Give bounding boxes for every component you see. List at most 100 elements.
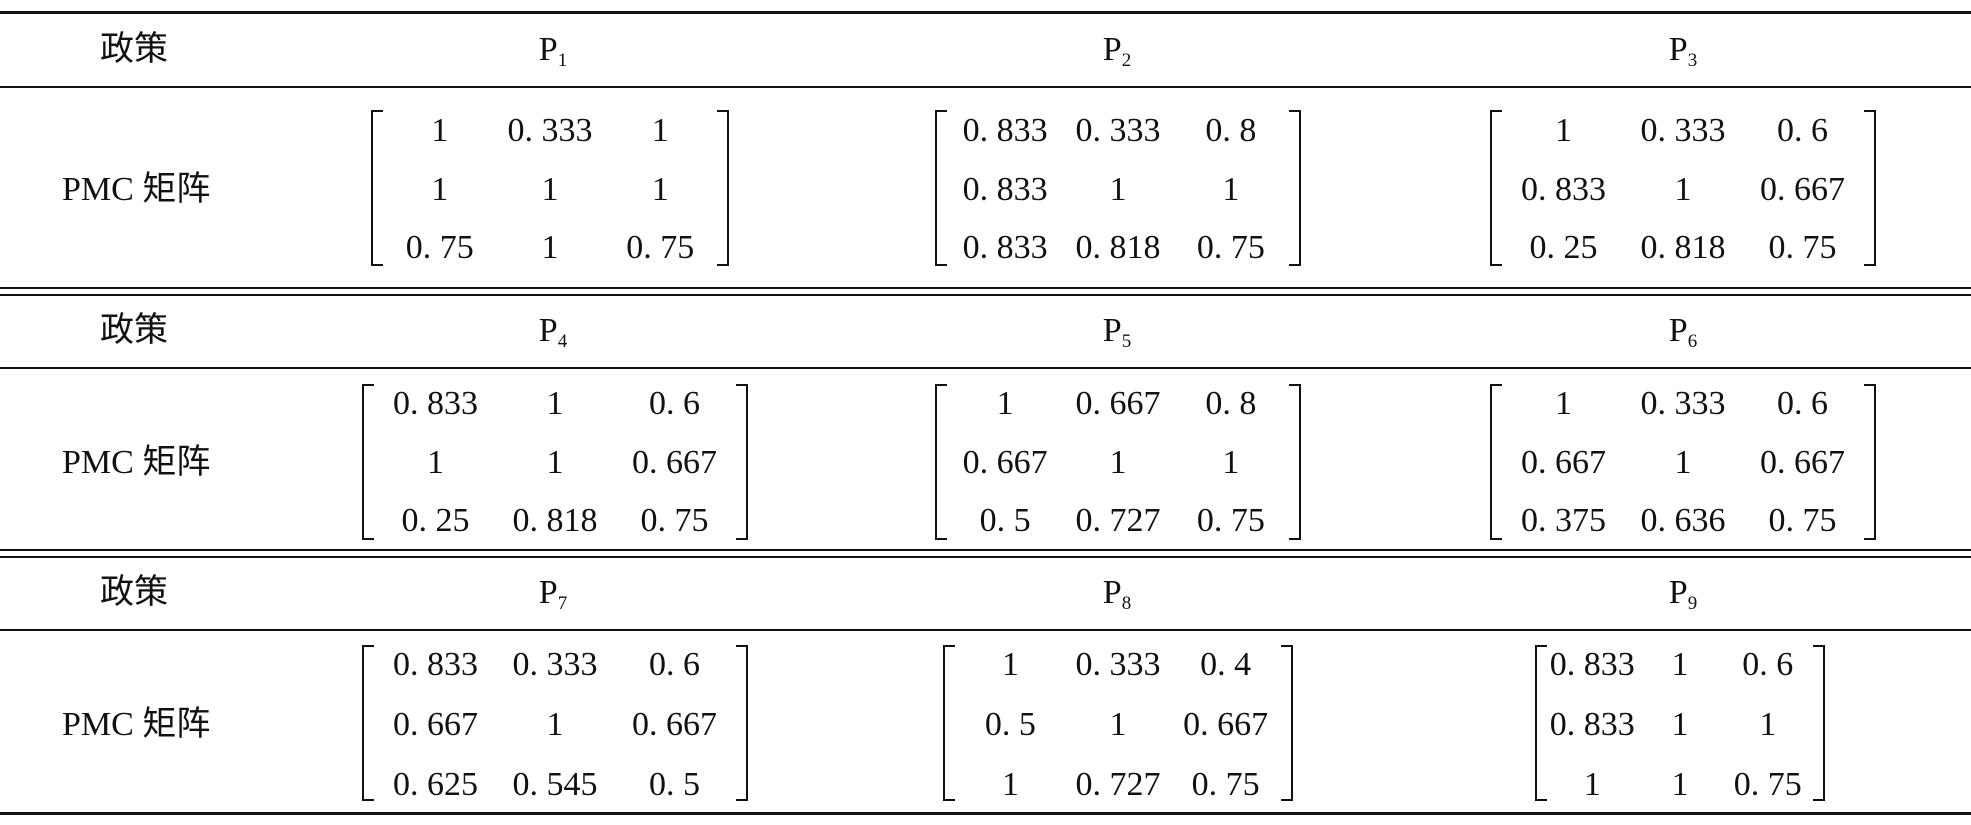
- pmc-matrix-P2: 0. 833 0. 333 0. 8 0. 833 1 1 0. 833 0. 818 0. 7…: [935, 110, 1301, 266]
- pmc-matrix-P7: 0. 833 0. 333 0. 6 0. 667 1 0. 667 0. 625 0. 54…: [362, 645, 748, 803]
- matrix-cell: 0. 727: [1075, 766, 1161, 803]
- matrix-left-bracket: [1535, 645, 1547, 801]
- matrix-cell: 1: [431, 171, 449, 208]
- policy-header-label: 政策: [100, 574, 168, 611]
- matrix-cell: 0. 333: [512, 646, 598, 683]
- matrix-cell: 0. 333: [1075, 112, 1161, 149]
- matrix-cell: 0. 833: [393, 646, 479, 683]
- matrix-cell: 0. 25: [401, 502, 470, 539]
- matrix-cell: 0. 8: [1205, 112, 1257, 149]
- policy-index: 9: [1687, 593, 1698, 614]
- policy-name: P: [1102, 574, 1122, 611]
- policy-name: P: [538, 31, 558, 68]
- policy-name: P: [1102, 312, 1122, 349]
- matrix-right-bracket: [1289, 384, 1301, 540]
- matrix-cell: 1: [1555, 112, 1573, 149]
- section-divider: [0, 556, 1971, 558]
- matrix-cell: 0. 667: [1183, 706, 1269, 743]
- policy-name: P: [1668, 574, 1688, 611]
- pmc-matrix-P6: 1 0. 333 0. 6 0. 667 1 0. 667 0. 375 0. 636 0. 7…: [1490, 384, 1876, 540]
- matrix-cell: 1: [541, 229, 559, 266]
- policy-title-P9: P9: [1669, 573, 1697, 624]
- policy-title-P2: P2: [1103, 30, 1131, 81]
- pmc-matrix-row-label: PMC 矩阵: [62, 706, 211, 743]
- matrix-cell: 1: [1674, 444, 1692, 481]
- matrix-cell: 0. 833: [1549, 706, 1635, 743]
- matrix-cell: 0. 625: [393, 766, 479, 803]
- pmc-matrix-P8: 1 0. 333 0. 4 0. 5 1 0. 667 1 0. 727 0. 75: [943, 645, 1293, 803]
- matrix-cell: 0. 818: [1640, 229, 1726, 266]
- matrix-cell: 0. 636: [1640, 502, 1726, 539]
- matrix-right-bracket: [736, 384, 748, 540]
- matrix-cell: 0. 667: [1759, 444, 1845, 481]
- header-rule: [0, 629, 1971, 631]
- policy-index: 4: [557, 331, 568, 352]
- matrix-left-bracket: [1490, 110, 1502, 266]
- matrix-cell: 0. 5: [979, 502, 1031, 539]
- matrix-cell: 0. 667: [962, 444, 1048, 481]
- matrix-cell: 1: [1671, 766, 1689, 803]
- matrix-cell: 1: [546, 444, 564, 481]
- matrix-cell: 0. 833: [962, 112, 1048, 149]
- table-top-rule: [0, 11, 1971, 14]
- matrix-cell: 0. 667: [1075, 385, 1161, 422]
- matrix-cell: 1: [1222, 171, 1240, 208]
- header-rule: [0, 86, 1971, 88]
- policy-header-label: 政策: [100, 31, 168, 68]
- policy-name: P: [538, 312, 558, 349]
- matrix-cell: 0. 333: [1640, 112, 1726, 149]
- pmc-matrix-P1: 1 0. 333 1 1 1 1 0. 75 1 0. 75: [371, 110, 729, 266]
- matrix-cell: 0. 818: [1075, 229, 1161, 266]
- matrix-right-bracket: [1289, 110, 1301, 266]
- policy-index: 5: [1121, 331, 1132, 352]
- matrix-cell: 1: [1674, 171, 1692, 208]
- matrix-cell: 0. 6: [648, 646, 700, 683]
- section-divider: [0, 294, 1971, 296]
- matrix-cell: 1: [1583, 766, 1601, 803]
- section-divider: [0, 549, 1971, 551]
- matrix-cell: 1: [1001, 766, 1019, 803]
- matrix-cell: 0. 8: [1205, 385, 1257, 422]
- matrix-right-bracket: [717, 110, 729, 266]
- matrix-right-bracket: [1813, 645, 1825, 801]
- matrix-cell: 0. 833: [393, 385, 479, 422]
- policy-name: P: [1668, 312, 1688, 349]
- matrix-cell: 0. 4: [1200, 646, 1252, 683]
- matrix-cell: 0. 75: [640, 502, 709, 539]
- policy-name: P: [538, 574, 558, 611]
- policy-name: P: [1102, 31, 1122, 68]
- matrix-cell: 1: [651, 171, 669, 208]
- policy-title-P4: P4: [539, 311, 567, 362]
- matrix-left-bracket: [943, 645, 955, 801]
- matrix-cell: 0. 667: [631, 444, 717, 481]
- matrix-cell: 1: [1759, 706, 1777, 743]
- policy-title-P6: P6: [1669, 311, 1697, 362]
- matrix-cell: 1: [431, 112, 449, 149]
- matrix-cell: 1: [427, 444, 445, 481]
- policy-title-P1: P1: [539, 30, 567, 81]
- pmc-matrix-P3: 1 0. 333 0. 6 0. 833 1 0. 667 0. 25 0. 818 0. 75: [1490, 110, 1876, 266]
- pmc-matrix-row-label: PMC 矩阵: [62, 171, 211, 208]
- table-bottom-rule: [0, 812, 1971, 815]
- matrix-cell: 0. 75: [405, 229, 474, 266]
- matrix-left-bracket: [371, 110, 383, 266]
- matrix-cell: 1: [1109, 444, 1127, 481]
- matrix-cell: 0. 75: [1768, 229, 1837, 266]
- matrix-right-bracket: [1864, 110, 1876, 266]
- matrix-cell: 0. 75: [1196, 502, 1265, 539]
- matrix-cell: 1: [1555, 385, 1573, 422]
- matrix-cell: 0. 75: [1733, 766, 1802, 803]
- policy-index: 2: [1121, 50, 1132, 71]
- matrix-left-bracket: [935, 110, 947, 266]
- matrix-right-bracket: [1281, 645, 1293, 801]
- matrix-left-bracket: [362, 645, 374, 801]
- pmc-matrix-P5: 1 0. 667 0. 8 0. 667 1 1 0. 5 0. 727 0. 75: [935, 384, 1301, 540]
- matrix-cell: 0. 75: [1768, 502, 1837, 539]
- matrix-cell: 1: [1671, 706, 1689, 743]
- policy-index: 1: [557, 50, 568, 71]
- matrix-cell: 0. 833: [1521, 171, 1607, 208]
- matrix-cell: 0. 75: [1196, 229, 1265, 266]
- matrix-cell: 1: [1222, 444, 1240, 481]
- matrix-cell: 0. 833: [1549, 646, 1635, 683]
- matrix-cell: 1: [651, 112, 669, 149]
